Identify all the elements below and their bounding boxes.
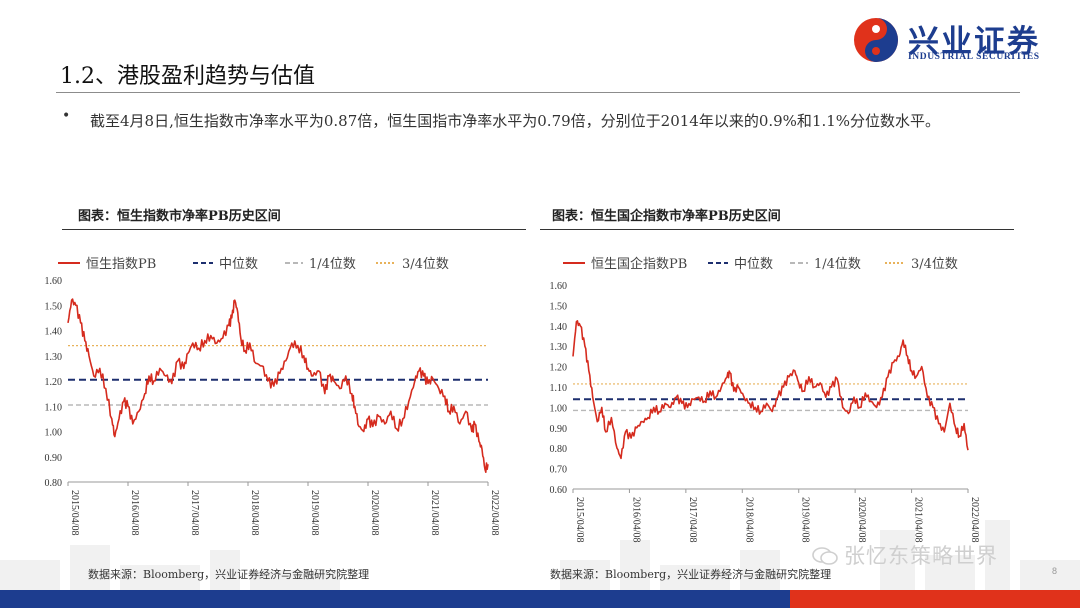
figure-2-source: 数据来源：Bloomberg，兴业证券经济与金融研究院整理 bbox=[550, 568, 832, 581]
legend-label-1: 中位数 bbox=[734, 257, 773, 272]
hscei-pb-chart: 恒生国企指数PB 中位数 1/4位数 3/4位数 1.60 1.50 1.40 1.30 1.2… bbox=[550, 256, 981, 543]
figure-2-rule bbox=[540, 229, 1014, 230]
y-tick-label: 1.10 bbox=[45, 402, 63, 413]
swirl-logo-icon bbox=[854, 18, 898, 62]
figure-2-caption: 图表：恒生国企指数市净率PB历史区间 bbox=[552, 209, 781, 224]
watermark-text: 张忆东策略世界 bbox=[844, 544, 998, 568]
city-skyline-background bbox=[0, 520, 1080, 590]
page-number: 8 bbox=[1052, 566, 1058, 576]
y-tick-label: 1.20 bbox=[550, 363, 568, 374]
y-tick-label: 0.90 bbox=[550, 424, 568, 435]
y-tick-label: 0.90 bbox=[45, 453, 63, 464]
y-tick-label: 1.10 bbox=[550, 383, 568, 394]
y-tick-label: 1.30 bbox=[45, 352, 63, 363]
x-tick-label: 2019/04/08 bbox=[309, 490, 320, 536]
x-tick-label: 2016/04/08 bbox=[129, 490, 140, 536]
bullet-marker: • bbox=[62, 108, 71, 124]
x-tick-label: 2022/04/08 bbox=[969, 497, 980, 543]
legend-label-3: 3/4位数 bbox=[911, 257, 958, 272]
y-tick-label: 1.00 bbox=[550, 403, 568, 414]
y-tick-label: 1.60 bbox=[45, 276, 63, 287]
x-tick-label: 2021/04/08 bbox=[429, 490, 440, 536]
legend-label-2: 1/4位数 bbox=[309, 257, 356, 272]
y-tick-label: 1.50 bbox=[45, 301, 63, 312]
footer-bar-red bbox=[790, 590, 1080, 608]
x-tick-label: 2018/04/08 bbox=[743, 497, 754, 543]
x-tick-label: 2020/04/08 bbox=[369, 490, 380, 536]
logo-name: 兴业证券 bbox=[908, 24, 1040, 60]
wechat-icon bbox=[812, 547, 838, 565]
figure-1-rule bbox=[62, 229, 526, 230]
y-tick-label: 1.40 bbox=[550, 322, 568, 333]
x-tick-label: 2018/04/08 bbox=[249, 490, 260, 536]
x-tick-label: 2015/04/08 bbox=[574, 497, 585, 543]
title-divider bbox=[56, 92, 1020, 93]
legend-label-0: 恒生指数PB bbox=[86, 257, 156, 272]
summary-paragraph: 截至4月8日,恒生指数市净率水平为0.87倍，恒生国指市净率水平为0.79倍，分… bbox=[90, 112, 941, 130]
x-tick-label: 2017/04/08 bbox=[687, 497, 698, 543]
y-tick-label: 1.20 bbox=[45, 377, 63, 388]
company-logo: 兴业证券 INDUSTRIAL SECURITIES bbox=[852, 14, 1072, 68]
x-tick-label: 2020/04/08 bbox=[856, 497, 867, 543]
y-tick-label: 1.50 bbox=[550, 301, 568, 312]
figure-1-caption: 图表：恒生指数市净率PB历史区间 bbox=[78, 209, 281, 224]
y-tick-label: 1.40 bbox=[45, 327, 63, 338]
page-title: 1.2、港股盈利趋势与估值 bbox=[60, 64, 315, 89]
y-tick-label: 1.60 bbox=[550, 281, 568, 292]
legend-label-1: 中位数 bbox=[219, 257, 258, 272]
y-tick-label: 0.80 bbox=[550, 444, 568, 455]
hsi-pb-chart: 恒生指数PB 中位数 1/4位数 3/4位数 1.60 1.50 1.40 1.30 1.20 1… bbox=[45, 257, 501, 536]
x-tick-label: 2016/04/08 bbox=[630, 497, 641, 543]
x-tick-label: 2022/04/08 bbox=[489, 490, 500, 536]
x-tick-label: 2017/04/08 bbox=[189, 490, 200, 536]
x-tick-label: 2015/04/08 bbox=[69, 490, 80, 536]
legend-label-3: 3/4位数 bbox=[402, 257, 449, 272]
figure-1-source: 数据来源：Bloomberg，兴业证券经济与金融研究院整理 bbox=[88, 568, 370, 581]
series-line-pb bbox=[572, 320, 969, 460]
wechat-watermark: 张忆东策略世界 bbox=[812, 540, 998, 570]
y-tick-label: 0.80 bbox=[45, 478, 63, 489]
legend-label-2: 1/4位数 bbox=[814, 257, 861, 272]
legend-label-0: 恒生国企指数PB bbox=[591, 256, 687, 272]
x-tick-label: 2019/04/08 bbox=[800, 497, 811, 543]
logo-subtitle: INDUSTRIAL SECURITIES bbox=[908, 52, 1040, 62]
series-line-pb bbox=[67, 298, 489, 473]
y-tick-label: 1.30 bbox=[550, 342, 568, 353]
x-tick-label: 2021/04/08 bbox=[913, 497, 924, 543]
y-tick-label: 1.00 bbox=[45, 428, 63, 439]
y-tick-label: 0.60 bbox=[550, 485, 568, 496]
y-tick-label: 0.70 bbox=[550, 465, 568, 476]
